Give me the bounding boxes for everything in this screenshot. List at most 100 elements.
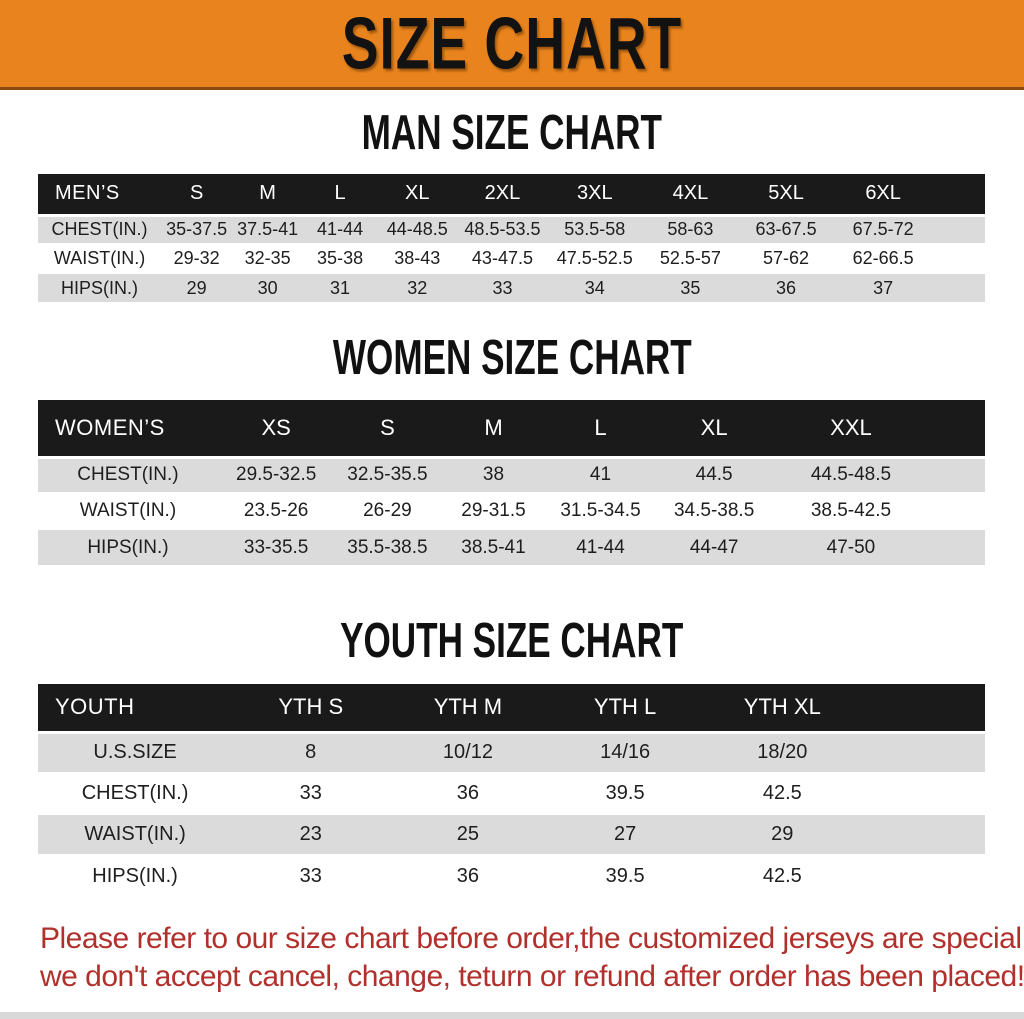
men-table-header-row: MEN’S S M L XL 2XL 3XL 4XL 5XL 6XL bbox=[38, 174, 985, 217]
men-size-header: XL bbox=[377, 174, 458, 217]
cell: 41-44 bbox=[546, 528, 655, 565]
cell: 14/16 bbox=[600, 741, 651, 764]
cell: 47.5-52.5 bbox=[547, 243, 643, 273]
men-size-header-spacer bbox=[932, 174, 985, 217]
cell: 32 bbox=[377, 272, 458, 302]
women-size-header: S bbox=[334, 400, 441, 459]
table-row: HIPS(IN.) 29 30 31 32 33 34 35 36 37 bbox=[38, 272, 985, 302]
cell-spacer bbox=[860, 854, 985, 896]
cell-spacer bbox=[860, 813, 985, 855]
women-size-header: XS bbox=[217, 400, 335, 459]
women-table-header-row: WOMEN’S XS S M L XL XXL bbox=[38, 400, 985, 459]
table-row: WAIST(IN.) 23 25 27 29 bbox=[38, 813, 985, 855]
banner-title: SIZE CHART bbox=[341, 2, 683, 85]
cell: 36 bbox=[389, 854, 547, 896]
youth-section-heading: YOUTH SIZE CHART bbox=[0, 615, 1024, 669]
row-label: WAIST(IN.) bbox=[38, 243, 162, 273]
cell: 42.5 bbox=[703, 854, 861, 896]
cell: 18/20 bbox=[757, 741, 808, 764]
women-size-header-spacer bbox=[928, 400, 985, 459]
youth-table-corner-label: YOUTH bbox=[38, 684, 233, 734]
cell: 48.5-53.5 bbox=[464, 219, 541, 240]
youth-size-header: YTH L bbox=[546, 684, 704, 734]
men-section-heading-text: MAN SIZE CHART bbox=[361, 106, 663, 161]
women-size-header: XL bbox=[654, 400, 774, 459]
men-section-heading: MAN SIZE CHART bbox=[0, 107, 1024, 161]
bottom-edge-strip bbox=[0, 1012, 1024, 1019]
cell: 29-32 bbox=[161, 243, 233, 273]
cell: 23.5-26 bbox=[217, 492, 335, 529]
cell: 33-35.5 bbox=[217, 528, 335, 565]
women-size-header: M bbox=[440, 400, 547, 459]
cell: 32.5-35.5 bbox=[347, 464, 428, 486]
cell: 26-29 bbox=[334, 492, 441, 529]
cell: 27 bbox=[546, 813, 704, 855]
cell: 23 bbox=[232, 813, 390, 855]
disclaimer-line-2: we don't accept cancel, change, teturn o… bbox=[40, 960, 1024, 993]
youth-size-table: YOUTH YTH S YTH M YTH L YTH XL U.S.SIZE … bbox=[38, 684, 985, 896]
youth-table-header-row: YOUTH YTH S YTH M YTH L YTH XL bbox=[38, 684, 985, 734]
cell: 10/12 bbox=[442, 741, 493, 764]
cell: 44.5 bbox=[695, 464, 733, 486]
cell: 38.5-42.5 bbox=[773, 492, 929, 529]
youth-size-header-spacer bbox=[860, 684, 985, 734]
row-label: U.S.SIZE bbox=[93, 741, 177, 764]
cell: 29 bbox=[703, 813, 861, 855]
cell: 35-38 bbox=[303, 243, 377, 273]
cell-spacer bbox=[932, 272, 985, 302]
men-table-corner-label: MEN’S bbox=[38, 174, 162, 217]
disclaimer-line-1: Please refer to our size chart before or… bbox=[40, 922, 1024, 955]
cell-spacer bbox=[861, 732, 985, 773]
cell-spacer bbox=[928, 457, 985, 493]
cell: 42.5 bbox=[703, 772, 861, 814]
men-size-header: L bbox=[303, 174, 377, 217]
disclaimer-note: Please refer to our size chart before or… bbox=[40, 920, 1024, 996]
cell: 33 bbox=[232, 854, 390, 896]
youth-section-heading-text: YOUTH SIZE CHART bbox=[340, 614, 684, 669]
cell: 29 bbox=[161, 272, 233, 302]
cell: 44-47 bbox=[654, 528, 774, 565]
cell: 38-43 bbox=[377, 243, 458, 273]
men-size-header: 3XL bbox=[547, 174, 643, 217]
cell: 38.5-41 bbox=[440, 528, 547, 565]
youth-size-header: YTH XL bbox=[703, 684, 861, 734]
women-size-header: L bbox=[546, 400, 655, 459]
row-label: CHEST(IN.) bbox=[51, 219, 148, 240]
cell: 36 bbox=[389, 772, 547, 814]
table-row: CHEST(IN.) 33 36 39.5 42.5 bbox=[38, 772, 985, 814]
cell: 34.5-38.5 bbox=[654, 492, 774, 529]
youth-size-header: YTH M bbox=[389, 684, 547, 734]
cell: 33 bbox=[232, 772, 390, 814]
men-size-header: 2XL bbox=[457, 174, 548, 217]
cell: 30 bbox=[232, 272, 304, 302]
cell-spacer bbox=[860, 772, 985, 814]
cell: 58-63 bbox=[667, 219, 714, 240]
cell: 35 bbox=[642, 272, 739, 302]
cell: 41 bbox=[589, 464, 612, 486]
cell-spacer bbox=[928, 528, 985, 565]
women-section-heading: WOMEN SIZE CHART bbox=[0, 332, 1024, 386]
women-section-heading-text: WOMEN SIZE CHART bbox=[332, 331, 692, 386]
cell: 8 bbox=[305, 741, 317, 764]
cell: 25 bbox=[389, 813, 547, 855]
cell: 63-67.5 bbox=[755, 219, 817, 240]
women-size-header: XXL bbox=[773, 400, 929, 459]
row-label: CHEST(IN.) bbox=[38, 772, 233, 814]
men-size-header: 6XL bbox=[833, 174, 933, 217]
cell: 36 bbox=[738, 272, 834, 302]
cell-spacer bbox=[928, 492, 985, 529]
cell: 35-37.5 bbox=[166, 219, 228, 240]
size-chart-banner: SIZE CHART bbox=[0, 0, 1024, 90]
row-label: CHEST(IN.) bbox=[77, 464, 179, 486]
women-table-corner-label: WOMEN’S bbox=[38, 400, 218, 459]
cell: 37 bbox=[833, 272, 933, 302]
cell: 32-35 bbox=[232, 243, 304, 273]
cell: 47-50 bbox=[773, 528, 929, 565]
men-size-header: 5XL bbox=[738, 174, 834, 217]
cell: 39.5 bbox=[546, 772, 704, 814]
cell: 34 bbox=[547, 272, 643, 302]
row-label: WAIST(IN.) bbox=[38, 813, 233, 855]
cell: 31 bbox=[303, 272, 377, 302]
cell: 57-62 bbox=[738, 243, 834, 273]
table-row: WAIST(IN.) 23.5-26 26-29 29-31.5 31.5-34… bbox=[38, 492, 985, 529]
